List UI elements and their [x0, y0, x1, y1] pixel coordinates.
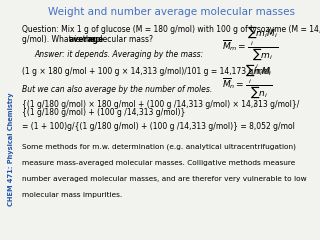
Text: But we can also average by the number of moles.: But we can also average by the number of…: [22, 85, 213, 94]
Text: $\overline{M}_n = \dfrac{\sum_i n_i M_i}{\sum_i n_i}$: $\overline{M}_n = \dfrac{\sum_i n_i M_i}…: [222, 63, 273, 109]
Text: Some methods for m.w. determination (e.g. analytical ultracentrifugation): Some methods for m.w. determination (e.g…: [22, 144, 296, 150]
Text: molecular mass?: molecular mass?: [86, 35, 153, 44]
Text: = (1 + 100)g/{(1 g/180 g/mol) + (100 g /14,313 g/mol)} = 8,052 g/mol: = (1 + 100)g/{(1 g/180 g/mol) + (100 g /…: [22, 122, 295, 132]
Text: average: average: [68, 35, 104, 44]
Text: measure mass-averaged molecular masses. Colligative methods measure: measure mass-averaged molecular masses. …: [22, 160, 296, 166]
Text: $\overline{M}_m = \dfrac{\sum_i m_i M_i}{\sum_i m_i}$: $\overline{M}_m = \dfrac{\sum_i m_i M_i}…: [222, 25, 278, 71]
Text: {(1 g/180 g/mol) + (100 g /14,313 g/mol)}: {(1 g/180 g/mol) + (100 g /14,313 g/mol)…: [22, 108, 186, 117]
Text: {(1 g/180 g/mol) × 180 g/mol + (100 g /14,313 g/mol) × 14,313 g/mol}/: {(1 g/180 g/mol) × 180 g/mol + (100 g /1…: [22, 100, 300, 109]
Text: molecular mass impurities.: molecular mass impurities.: [22, 192, 123, 198]
Text: Answer: it depends. Averaging by the mass:: Answer: it depends. Averaging by the mas…: [34, 50, 204, 59]
Text: Question: Mix 1 g of glucose (M = 180 g/mol) with 100 g of lysozyme (M = 14,313: Question: Mix 1 g of glucose (M = 180 g/…: [22, 25, 320, 34]
Text: CHEM 471: Physical Chemistry: CHEM 471: Physical Chemistry: [8, 92, 14, 206]
Text: number averaged molecular masses, and are therefor very vulnerable to low: number averaged molecular masses, and ar…: [22, 176, 307, 182]
Text: g/mol). What is the: g/mol). What is the: [22, 35, 98, 44]
Text: Weight and number average molecular masses: Weight and number average molecular mass…: [48, 7, 295, 17]
Text: (1 g × 180 g/mol + 100 g × 14,313 g/mol)/101 g = 14,173 g/mol: (1 g × 180 g/mol + 100 g × 14,313 g/mol)…: [22, 67, 271, 76]
